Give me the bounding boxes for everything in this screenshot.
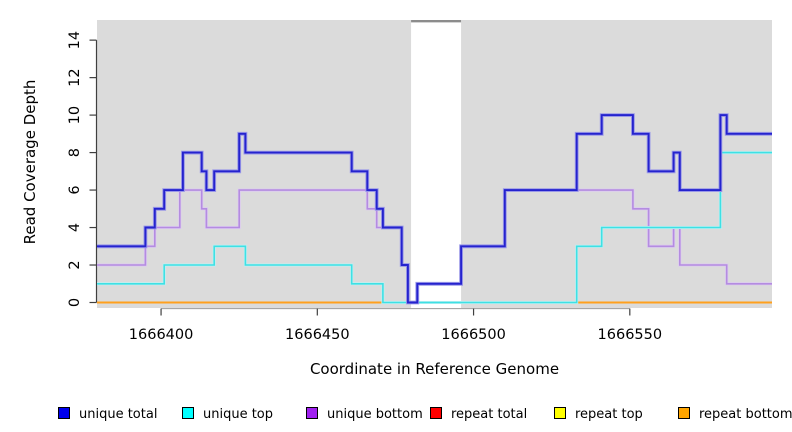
series-unique-top: [97, 151, 772, 304]
legend-item: repeat top: [554, 403, 643, 422]
legend-label: repeat bottom: [699, 407, 792, 422]
legend-swatch: [678, 407, 690, 419]
x-tick-label: 1666550: [598, 327, 663, 343]
series-unique-total: [97, 114, 772, 304]
y-tick-label: 14: [67, 31, 83, 49]
y-tick-label: 6: [67, 185, 83, 194]
x-tick-label: 1666400: [129, 327, 194, 343]
legend-label: unique bottom: [327, 407, 423, 422]
legend-swatch: [554, 407, 566, 419]
y-tick-label: 2: [67, 260, 83, 269]
legend-label: unique total: [79, 407, 158, 422]
legend-item: unique bottom: [306, 403, 423, 422]
legend-item: unique top: [182, 403, 273, 422]
legend-label: unique top: [203, 407, 274, 422]
legend-swatch: [430, 407, 442, 419]
legend-item: repeat total: [430, 403, 527, 422]
gap-region: [411, 20, 462, 308]
x-tick-label: 1666450: [285, 327, 350, 343]
y-tick-label: 8: [67, 148, 83, 157]
legend: unique total unique top unique bottom repea…: [0, 400, 792, 426]
legend-swatch: [306, 407, 318, 419]
legend-swatch: [182, 407, 194, 419]
legend-item: unique total: [58, 403, 157, 422]
y-tick-label: 0: [67, 298, 83, 307]
x-tick-label: 1666500: [441, 327, 506, 343]
legend-label: repeat top: [575, 407, 643, 422]
legend-item: repeat bottom: [678, 403, 792, 422]
y-axis-title: Read Coverage Depth: [21, 79, 39, 245]
legend-label: repeat total: [451, 407, 528, 422]
y-tick-label: 10: [67, 106, 83, 124]
x-axis-title: Coordinate in Reference Genome: [309, 360, 560, 378]
y-tick-label: 4: [67, 223, 83, 232]
legend-swatch: [58, 407, 70, 419]
y-tick-label: 12: [67, 68, 83, 86]
